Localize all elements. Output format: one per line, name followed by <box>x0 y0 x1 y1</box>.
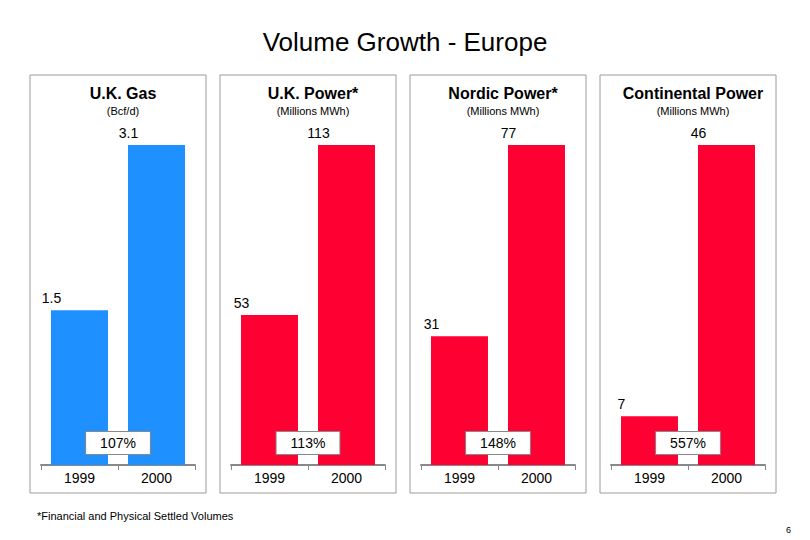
svg-text:Nordic Power*: Nordic Power* <box>448 85 558 102</box>
svg-text:1.5: 1.5 <box>42 290 62 306</box>
svg-text:U.K. Gas: U.K. Gas <box>90 85 157 102</box>
svg-text:1999: 1999 <box>64 470 95 486</box>
svg-text:2000: 2000 <box>711 470 742 486</box>
svg-text:107%: 107% <box>100 435 136 451</box>
svg-text:(Millions MWh): (Millions MWh) <box>467 105 540 117</box>
svg-text:(Bcf/d): (Bcf/d) <box>107 105 139 117</box>
svg-text:3.1: 3.1 <box>119 125 139 141</box>
svg-text:1999: 1999 <box>444 470 475 486</box>
svg-text:Volume Growth - Europe: Volume Growth - Europe <box>263 27 548 57</box>
svg-text:(Millions MWh): (Millions MWh) <box>657 105 730 117</box>
svg-text:2000: 2000 <box>521 470 552 486</box>
svg-text:113%: 113% <box>291 435 326 451</box>
svg-text:557%: 557% <box>670 435 706 451</box>
svg-text:148%: 148% <box>480 435 516 451</box>
svg-text:31: 31 <box>424 316 440 332</box>
svg-text:*Financial and Physical Settle: *Financial and Physical Settled Volumes <box>37 510 234 522</box>
svg-text:U.K. Power*: U.K. Power* <box>268 85 359 102</box>
svg-text:46: 46 <box>691 125 707 141</box>
svg-text:77: 77 <box>501 125 517 141</box>
svg-text:(Millions MWh): (Millions MWh) <box>277 105 350 117</box>
svg-text:113: 113 <box>307 125 330 141</box>
svg-text:1999: 1999 <box>634 470 665 486</box>
svg-text:2000: 2000 <box>331 470 362 486</box>
svg-text:Continental Power: Continental Power <box>623 85 763 102</box>
svg-text:6: 6 <box>786 525 791 535</box>
svg-text:2000: 2000 <box>141 470 172 486</box>
svg-text:7: 7 <box>618 396 626 412</box>
svg-text:1999: 1999 <box>254 470 285 486</box>
svg-text:53: 53 <box>234 295 250 311</box>
